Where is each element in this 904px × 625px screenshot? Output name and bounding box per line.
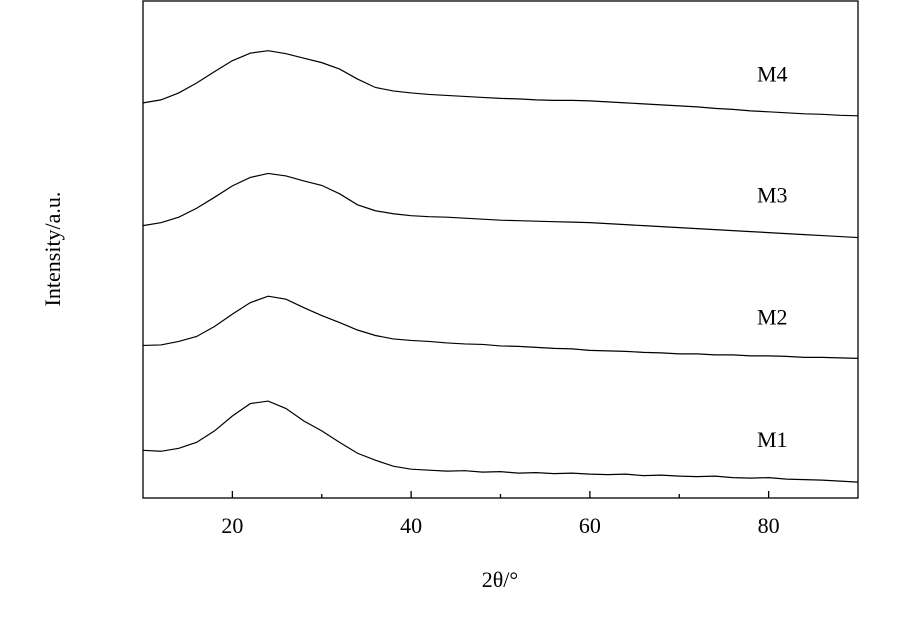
y-axis-label: Intensity/a.u. (40, 192, 65, 307)
series-label: M2 (757, 304, 788, 329)
series-label: M3 (757, 183, 788, 208)
series-label: M1 (757, 427, 788, 452)
xrd-curve (142, 295, 859, 359)
plot-frame (142, 0, 859, 499)
x-tick-label: 20 (221, 513, 243, 538)
xrd-curve (142, 400, 859, 483)
x-axis-label: 2θ/° (482, 567, 518, 592)
xrd-curve (142, 172, 859, 239)
x-tick-label: 80 (758, 513, 780, 538)
xrd-curve (142, 50, 859, 117)
series-label: M4 (757, 61, 788, 86)
x-tick-label: 40 (400, 513, 422, 538)
x-tick-label: 60 (579, 513, 601, 538)
